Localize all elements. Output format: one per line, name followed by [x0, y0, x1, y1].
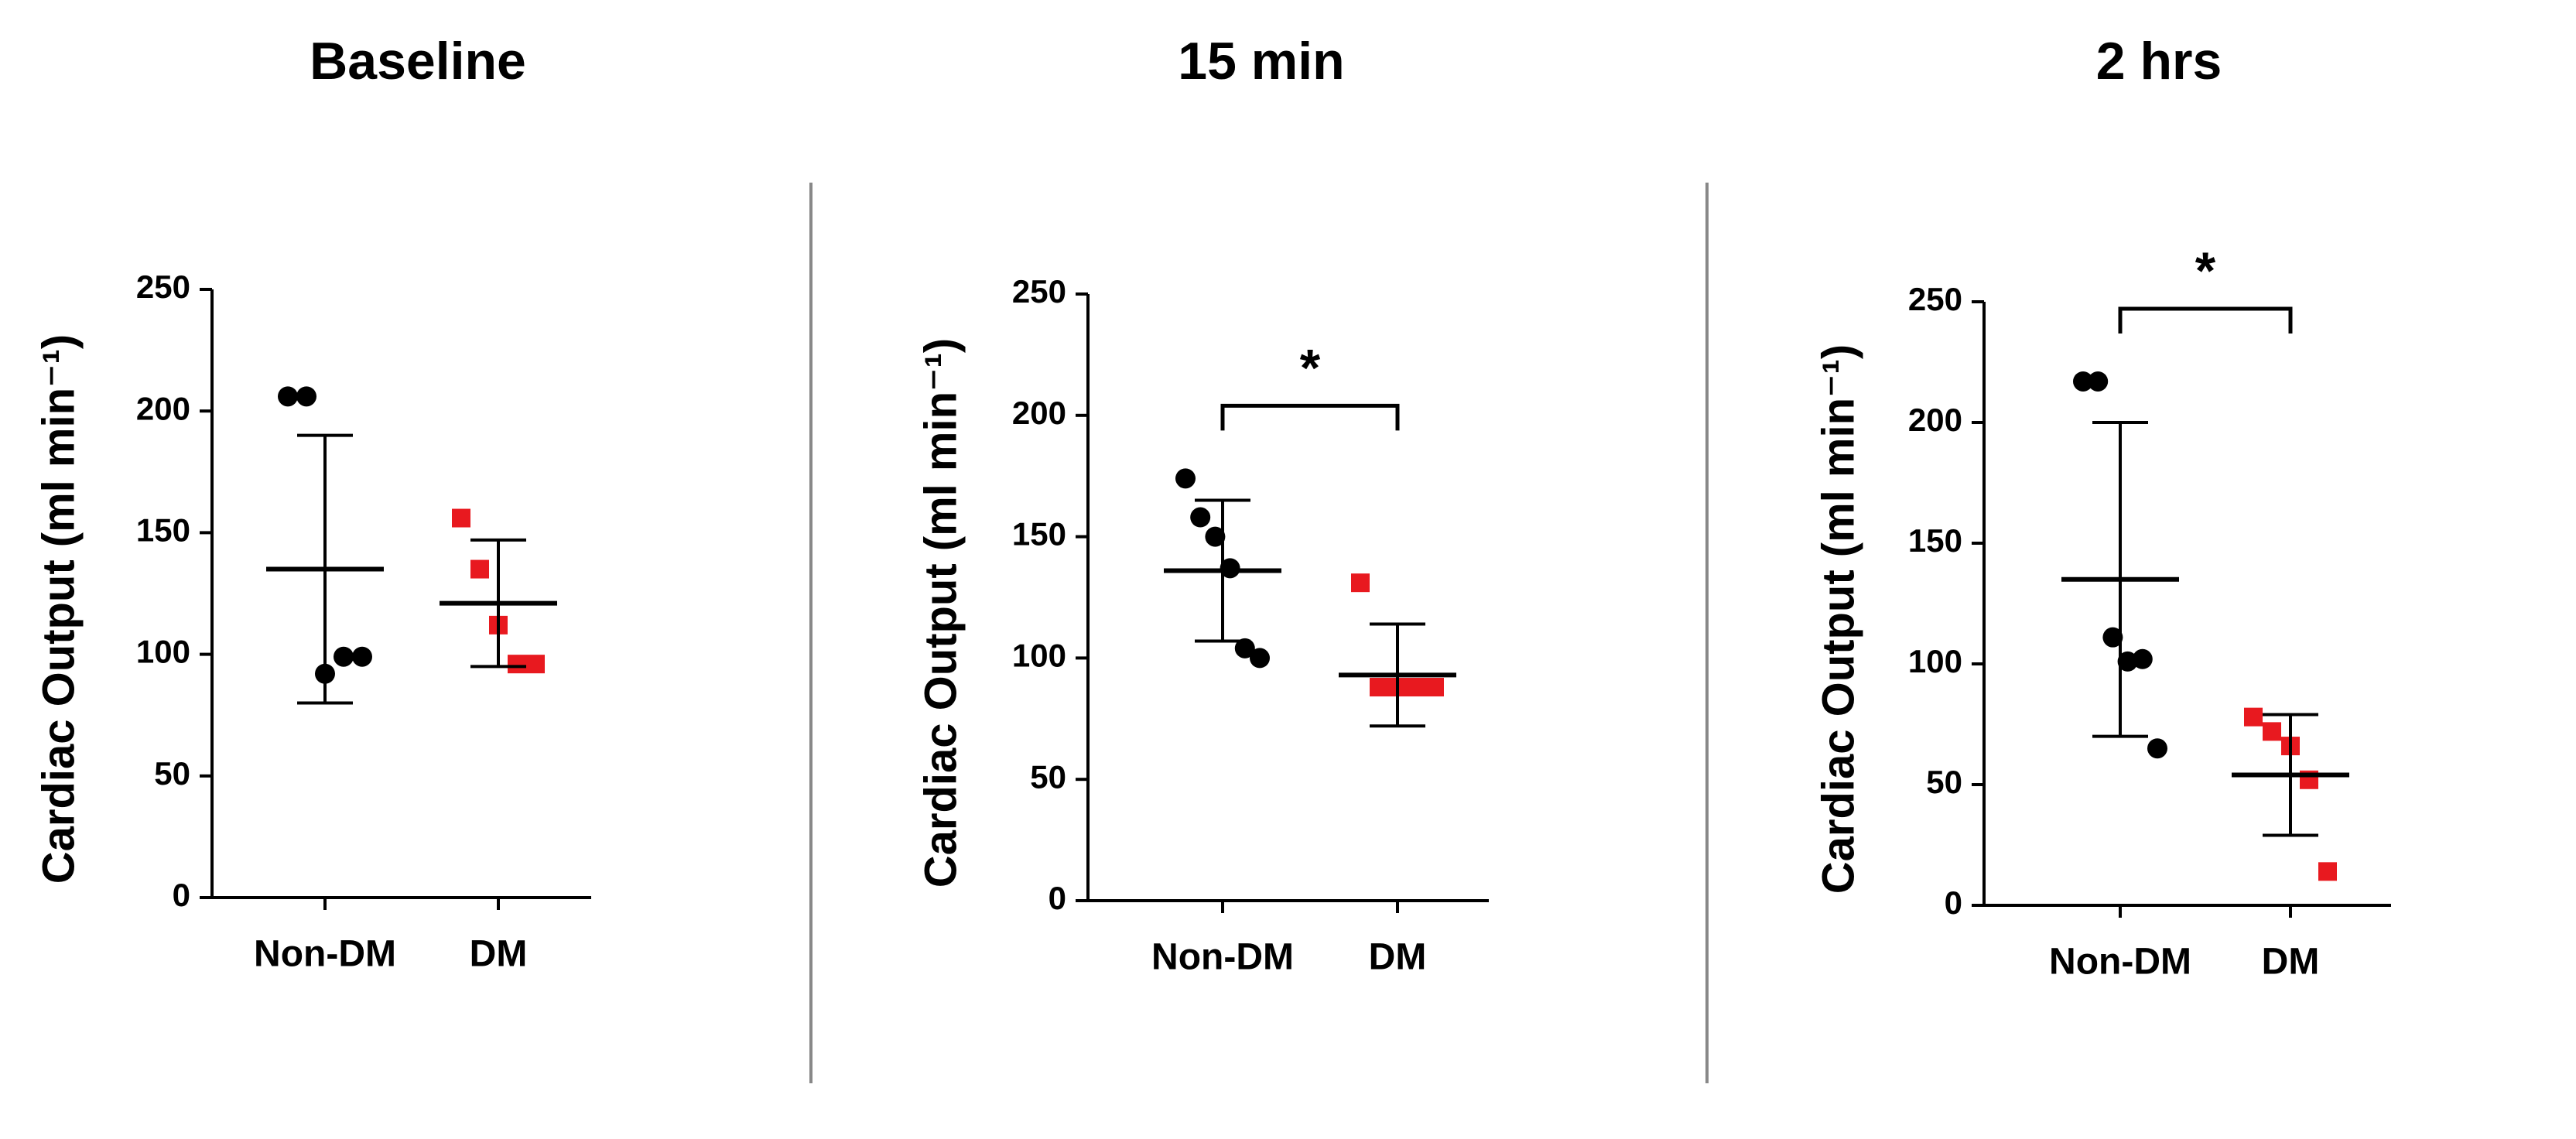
data-point — [526, 655, 545, 674]
significance-bracket — [2118, 306, 2293, 333]
data-point — [2102, 627, 2123, 648]
y-tick-label: 100 — [1908, 643, 1962, 679]
y-tick-label: 250 — [136, 269, 190, 305]
data-point — [1190, 507, 1211, 528]
y-tick-label: 200 — [136, 390, 190, 426]
y-tick-label: 250 — [1012, 273, 1066, 310]
x-tick-label: Non-DM — [2049, 942, 2191, 983]
data-point — [470, 559, 489, 579]
data-point — [2147, 738, 2167, 759]
data-point — [2088, 371, 2109, 392]
y-tick-label: 0 — [1945, 884, 1962, 921]
y-tick-label: 150 — [136, 511, 190, 548]
y-tick-label: 200 — [1012, 395, 1066, 431]
data-point — [508, 655, 526, 674]
data-point — [2244, 707, 2263, 727]
y-tick-label: 0 — [173, 877, 190, 913]
panel-title: Baseline — [310, 32, 526, 91]
y-tick-label: 200 — [1908, 402, 1962, 438]
significance-label: * — [1300, 338, 1321, 397]
y-axis-label: Cardiac Output (ml min⁻¹) — [33, 334, 84, 884]
data-point — [1234, 638, 1255, 658]
data-point — [2073, 371, 2093, 392]
data-point — [452, 508, 470, 528]
data-point — [1175, 468, 1196, 489]
y-axis-label: Cardiac Output (ml min⁻¹) — [915, 338, 966, 888]
x-tick-label: DM — [1369, 937, 1427, 978]
data-point — [296, 386, 316, 407]
data-point — [2318, 862, 2337, 881]
data-point — [2263, 722, 2281, 741]
y-tick-label: 50 — [1926, 764, 1962, 800]
significance-bracket — [1220, 403, 1400, 431]
data-point — [334, 646, 354, 667]
data-point — [1351, 573, 1370, 593]
y-tick-label: 50 — [1030, 758, 1066, 795]
panel-title: 15 min — [1178, 32, 1344, 91]
x-tick-label: Non-DM — [1151, 937, 1294, 978]
panel-title: 2 hrs — [2096, 32, 2222, 91]
data-point — [278, 386, 298, 407]
data-point — [2117, 651, 2138, 672]
data-point — [352, 646, 372, 667]
y-tick-label: 100 — [136, 634, 190, 670]
x-tick-label: DM — [2262, 942, 2320, 983]
x-tick-label: DM — [470, 934, 528, 975]
y-tick-label: 150 — [1012, 516, 1066, 552]
y-tick-label: 0 — [1049, 880, 1066, 916]
data-point — [2132, 648, 2153, 669]
y-tick-label: 50 — [154, 755, 190, 792]
y-axis-label: Cardiac Output (ml min⁻¹) — [1813, 344, 1863, 894]
data-point — [1370, 678, 1388, 697]
data-point — [1407, 678, 1425, 697]
y-tick-label: 150 — [1908, 522, 1962, 559]
data-point — [1220, 558, 1240, 579]
x-tick-label: Non-DM — [254, 934, 396, 975]
data-point — [1205, 526, 1226, 547]
y-tick-label: 100 — [1012, 637, 1066, 673]
data-point — [1250, 648, 1270, 669]
y-tick-label: 250 — [1908, 281, 1962, 317]
significance-label: * — [2195, 241, 2216, 300]
data-point — [1425, 678, 1444, 697]
